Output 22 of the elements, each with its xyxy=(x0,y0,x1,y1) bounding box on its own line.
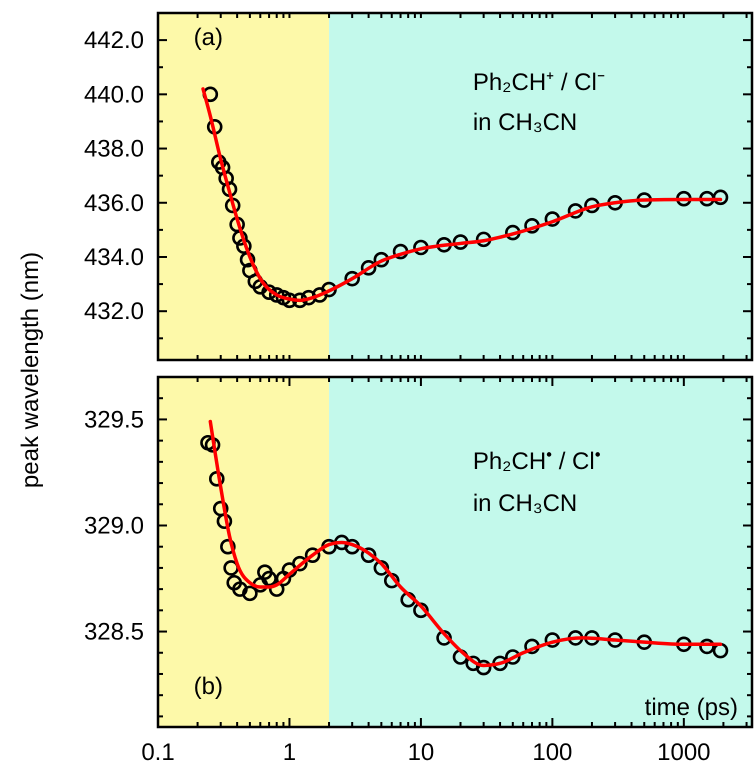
x-tick-label: 0.1 xyxy=(141,739,175,766)
x-tick-label: 1000 xyxy=(657,739,711,766)
y-tick-label: 329.0 xyxy=(84,512,144,540)
y-tick-label: 329.5 xyxy=(84,406,144,434)
annotation: Ph₂CH⁺ / Cl⁻ xyxy=(472,69,605,96)
x-tick-label: 1 xyxy=(282,739,296,766)
annotation: (b) xyxy=(194,673,223,700)
x-tick-label: 100 xyxy=(532,739,572,766)
y-tick-label: 442.0 xyxy=(84,27,144,54)
y-tick-label: 432.0 xyxy=(84,298,144,326)
annotation: in CH₃CN xyxy=(472,490,578,517)
y-tick-label: 328.5 xyxy=(84,618,144,646)
y-axis-title: peak wavelength (nm) xyxy=(17,252,44,488)
y-tick-label: 440.0 xyxy=(84,81,144,108)
y-tick-label: 438.0 xyxy=(84,136,144,163)
y-tick-label: 436.0 xyxy=(84,190,144,217)
x-tick-label: 10 xyxy=(408,739,434,766)
annotation: in CH₃CN xyxy=(472,109,578,136)
annotation: Ph₂CH$^{•}$ / Cl$^{•}$ xyxy=(472,444,601,475)
x-axis-title: time (ps) xyxy=(644,694,738,721)
annotation: (a) xyxy=(194,24,223,51)
y-tick-label: 434.0 xyxy=(84,244,144,271)
